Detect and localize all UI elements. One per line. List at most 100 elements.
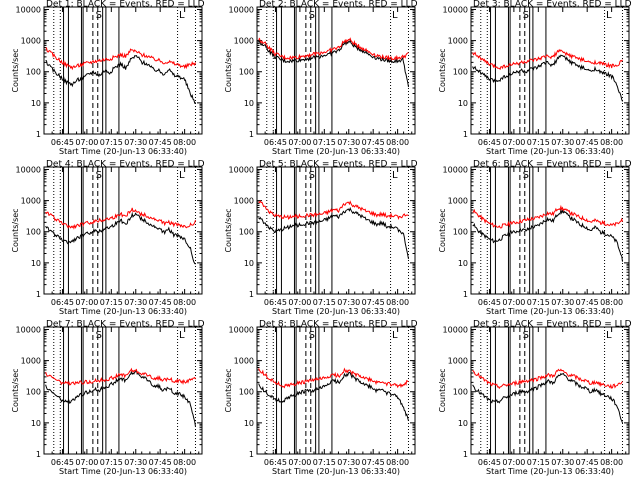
marker-label-s: S — [96, 330, 102, 341]
x-tick-label: 07:30 — [551, 138, 574, 147]
y-tick-label: 100 — [453, 68, 468, 77]
x-tick-label: 07:45 — [576, 138, 599, 147]
x-tick-label: 08:00 — [173, 458, 196, 467]
y-tick-label: 10000 — [229, 325, 254, 334]
y-tick-label: 1 — [249, 450, 254, 459]
marker-label-l: L — [392, 170, 398, 181]
x-axis-label: Start Time (20-Jun-13 06:33:40) — [272, 307, 400, 316]
x-axis-label: Start Time (20-Jun-13 06:33:40) — [59, 147, 187, 156]
marker-label-s: S — [309, 10, 315, 21]
marker-label-s: S — [96, 10, 102, 21]
x-tick-label: 07:00 — [502, 138, 525, 147]
y-axis-label: Counts/sec — [11, 368, 20, 412]
x-tick-label: 06:45 — [51, 458, 74, 467]
x-tick-label: 07:30 — [551, 298, 574, 307]
marker-label-s: S — [309, 330, 315, 341]
lld-series-line — [258, 200, 409, 221]
panel-title: Det 3: BLACK = Events, RED = LLD — [473, 0, 632, 10]
lld-series-line — [45, 207, 196, 230]
x-tick-label: 08:00 — [600, 458, 623, 467]
events-series-line — [472, 208, 623, 262]
events-series-line — [472, 372, 623, 424]
events-series-line — [472, 54, 623, 102]
y-tick-label: 1000 — [21, 357, 41, 366]
x-tick-label: 07:45 — [362, 138, 385, 147]
lld-series-line — [258, 367, 409, 389]
x-tick-label: 07:30 — [124, 138, 147, 147]
lld-series-line — [258, 37, 409, 61]
events-series-line — [45, 369, 196, 427]
lld-series-line — [45, 47, 196, 71]
x-tick-label: 07:30 — [124, 298, 147, 307]
x-axis-label: Start Time (20-Jun-13 06:33:40) — [59, 307, 187, 316]
marker-label-s: S — [523, 330, 529, 341]
y-tick-label: 10000 — [443, 325, 468, 334]
y-tick-label: 1000 — [234, 37, 254, 46]
y-tick-label: 1000 — [234, 357, 254, 366]
marker-label-l: L — [392, 10, 398, 21]
x-tick-label: 06:45 — [51, 138, 74, 147]
marker-label-s: S — [523, 10, 529, 21]
x-tick-label: 08:00 — [386, 138, 409, 147]
plot-frame — [43, 6, 203, 135]
x-tick-label: 07:45 — [149, 298, 172, 307]
panel-9: S L 1 10 100 1000 10000 06:45 07:00 07:15 07:30 07:… — [438, 320, 632, 477]
marker-label-l: L — [606, 10, 612, 21]
x-axis-label: Start Time (20-Jun-13 06:33:40) — [272, 147, 400, 156]
marker-label-s: S — [309, 170, 315, 181]
x-tick-label: 06:45 — [478, 458, 501, 467]
x-tick-label: 08:00 — [600, 298, 623, 307]
y-tick-label: 1 — [463, 290, 468, 299]
x-tick-label: 07:15 — [100, 458, 123, 467]
x-tick-label: 08:00 — [173, 138, 196, 147]
x-tick-label: 07:15 — [527, 298, 550, 307]
marker-label-l: L — [179, 330, 185, 341]
x-tick-label: 07:15 — [313, 458, 336, 467]
y-tick-label: 100 — [26, 228, 41, 237]
panel-title: Det 8: BLACK = Events, RED = LLD — [259, 320, 418, 330]
y-tick-label: 10000 — [443, 5, 468, 14]
x-tick-label: 07:00 — [288, 298, 311, 307]
y-tick-label: 10 — [31, 419, 41, 428]
panel-3: S L 1 10 100 1000 10000 06:45 07:00 07:15 07:30 07:… — [438, 0, 632, 156]
x-tick-label: 07:00 — [502, 298, 525, 307]
x-tick-label: 07:00 — [75, 138, 98, 147]
y-tick-label: 100 — [239, 68, 254, 77]
plot-frame — [256, 326, 416, 455]
y-tick-label: 10000 — [443, 165, 468, 174]
panel-title: Det 5: BLACK = Events, RED = LLD — [259, 160, 418, 170]
y-tick-label: 10000 — [16, 325, 41, 334]
y-tick-label: 1 — [36, 130, 41, 139]
plot-frame — [43, 166, 203, 295]
x-tick-label: 07:15 — [527, 138, 550, 147]
marker-label-s: S — [523, 170, 529, 181]
y-tick-label: 10 — [31, 99, 41, 108]
panel-title: Det 6: BLACK = Events, RED = LLD — [473, 160, 632, 170]
lld-series-line — [472, 204, 623, 229]
plot-frame — [470, 326, 630, 455]
panel-5: S L 1 10 100 1000 10000 06:45 07:00 07:15 07:30 07:… — [224, 160, 418, 317]
x-tick-label: 07:30 — [551, 458, 574, 467]
marker-label-l: L — [606, 330, 612, 341]
x-tick-label: 06:45 — [478, 298, 501, 307]
y-tick-label: 10000 — [229, 5, 254, 14]
y-tick-label: 1 — [36, 290, 41, 299]
y-tick-label: 1000 — [21, 37, 41, 46]
y-tick-label: 1000 — [21, 197, 41, 206]
y-axis-label: Counts/sec — [224, 368, 233, 412]
y-axis-label: Counts/sec — [224, 48, 233, 92]
x-tick-label: 07:45 — [149, 138, 172, 147]
x-tick-label: 06:45 — [51, 298, 74, 307]
y-tick-label: 10 — [458, 99, 468, 108]
x-axis-label: Start Time (20-Jun-13 06:33:40) — [486, 147, 614, 156]
x-tick-label: 07:15 — [313, 138, 336, 147]
marker-label-l: L — [179, 170, 185, 181]
x-tick-label: 07:00 — [288, 138, 311, 147]
y-tick-label: 1 — [36, 450, 41, 459]
lld-series-line — [472, 368, 623, 390]
y-tick-label: 1 — [249, 290, 254, 299]
y-tick-label: 100 — [239, 388, 254, 397]
y-tick-label: 10000 — [16, 5, 41, 14]
